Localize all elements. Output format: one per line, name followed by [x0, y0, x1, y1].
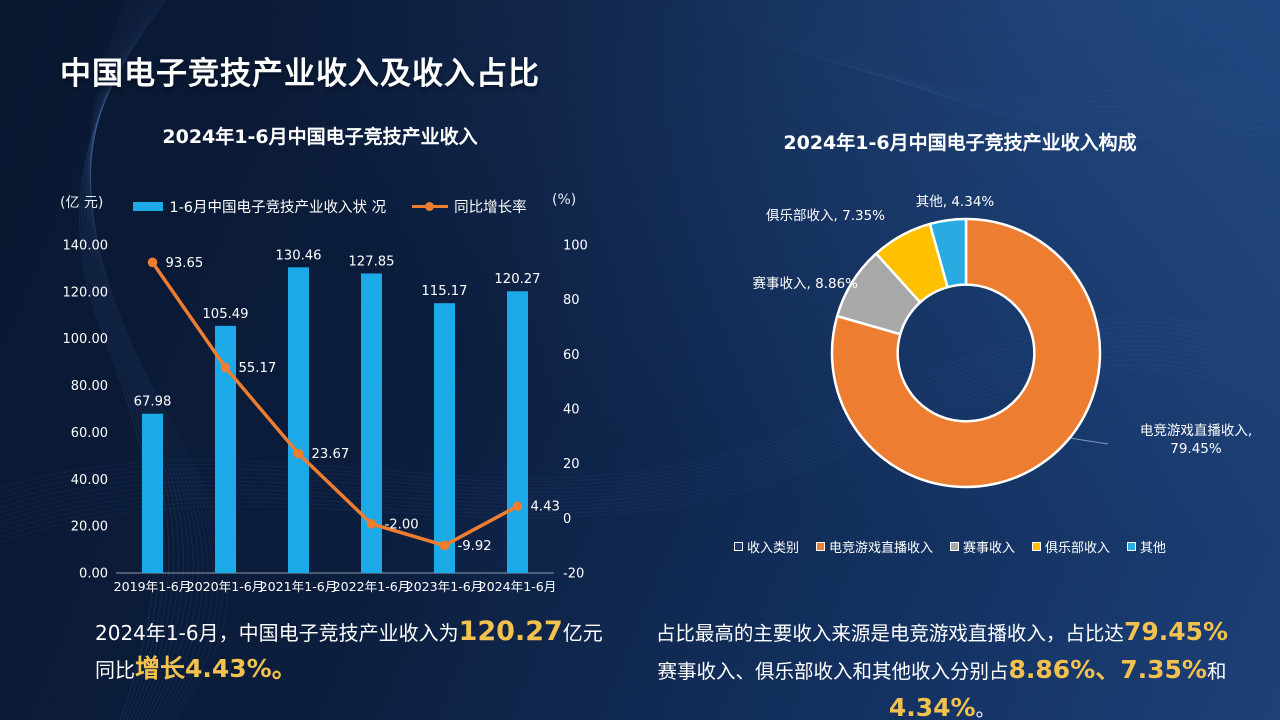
svg-text:2022年1-6月: 2022年1-6月 [333, 579, 411, 594]
svg-text:20.00: 20.00 [71, 520, 108, 535]
svg-text:40: 40 [563, 403, 580, 418]
donut-label-club: 俱乐部收入, 7.35% [766, 208, 885, 224]
line-point-2024年1-6月 [512, 501, 523, 512]
right-caption: 占比最高的主要收入来源是电竞游戏直播收入，占比达79.45% 赛事收入、俱乐部收… [618, 614, 1266, 720]
legend-item-clubs: 俱乐部收入 [1032, 537, 1110, 556]
legend-item-events: 赛事收入 [949, 537, 1015, 556]
svg-text:80: 80 [563, 293, 580, 308]
other-swatch-icon [1127, 542, 1137, 551]
svg-text:140.00: 140.00 [63, 239, 109, 254]
svg-text:100: 100 [563, 239, 588, 254]
donut-slice-电竞游戏直播收入 [830, 217, 1102, 489]
svg-text:-9.92: -9.92 [458, 539, 492, 554]
bar-series-swatch-icon [133, 202, 164, 211]
svg-text:127.85: 127.85 [348, 254, 394, 269]
growth-line: 93.65 55.17 23.67 -2.00 -9.92 4.43 [147, 256, 560, 554]
events-swatch-icon [949, 542, 959, 551]
svg-text:2024年1-6月: 2024年1-6月 [479, 579, 557, 594]
donut-label-live-stream: 电竞游戏直播收入, 79.45% [1112, 423, 1280, 458]
svg-text:120.00: 120.00 [63, 285, 109, 300]
legend-item-growth: 同比增长率 [412, 196, 527, 217]
bar-2022年1-6月 [361, 273, 382, 573]
live-stream-swatch-icon [815, 542, 825, 551]
svg-text:20: 20 [563, 457, 580, 472]
svg-text:-2.00: -2.00 [385, 517, 419, 532]
legend-item-growth-label: 同比增长率 [454, 200, 527, 216]
clubs-swatch-icon [1032, 542, 1041, 551]
svg-text:55.17: 55.17 [239, 361, 277, 376]
svg-text:60: 60 [563, 348, 580, 363]
x-axis-labels: 2019年1-6月2020年1-6月2021年1-6月2022年1-6月2023… [114, 579, 557, 594]
right-chart-title: 2024年1-6月中国电子竞技产业收入构成 [783, 132, 1137, 154]
legend-item-revenue: 1-6月中国电子竞技产业收入状 况 [133, 196, 386, 217]
donut-label-live-line1: 电竞游戏直播收入, [1139, 423, 1253, 439]
svg-text:105.49: 105.49 [202, 307, 248, 322]
line-point-2021年1-6月 [293, 448, 304, 459]
bar-2021年1-6月 [288, 267, 309, 573]
svg-text:0.00: 0.00 [79, 567, 108, 582]
right-axis-unit-label: (%) [552, 192, 577, 208]
line-point-2023年1-6月 [439, 540, 450, 551]
page-title: 中国电子竞技产业收入及收入占比 [60, 56, 540, 92]
svg-text:100.00: 100.00 [63, 332, 109, 347]
donut-label-event: 赛事收入, 8.86% [752, 276, 858, 292]
svg-text:130.46: 130.46 [275, 248, 321, 263]
left-chart-title: 2024年1-6月中国电子竞技产业收入 [162, 126, 478, 148]
bar-2023年1-6月 [434, 303, 455, 573]
donut-slice-其他 [928, 217, 968, 289]
donut-chart-legend: 收入类别 电竞游戏直播收入 赛事收入 俱乐部收入 其他 [640, 537, 1260, 556]
left-axis-unit-label: (亿 元) [60, 195, 104, 211]
svg-text:2023年1-6月: 2023年1-6月 [406, 579, 484, 594]
svg-text:67.98: 67.98 [134, 395, 172, 410]
bar-2024年1-6月 [507, 291, 528, 573]
donut-label-live-line2: 79.45% [1170, 440, 1222, 457]
left-caption-line1: 2024年1-6月，中国电子竞技产业收入为120.27亿元 [95, 616, 603, 647]
svg-text:23.67: 23.67 [312, 447, 350, 462]
right-caption-line2: 赛事收入、俱乐部收入和其他收入分别占8.86%、7.35%和4.34%。 [657, 655, 1227, 720]
svg-text:4.43: 4.43 [531, 500, 560, 515]
line-series-swatch-icon [412, 202, 449, 211]
svg-text:2021年1-6月: 2021年1-6月 [260, 579, 338, 594]
left-caption: 2024年1-6月，中国电子竞技产业收入为120.27亿元 同比增长4.43%。 [95, 614, 615, 688]
svg-text:115.17: 115.17 [421, 284, 467, 299]
donut-chart [830, 217, 1102, 489]
left-caption-line2: 同比增长4.43%。 [95, 654, 297, 683]
svg-text:80.00: 80.00 [71, 379, 108, 394]
svg-text:93.65: 93.65 [166, 256, 204, 271]
svg-text:60.00: 60.00 [71, 426, 108, 441]
legend-item-revenue-label: 1-6月中国电子竞技产业收入状 况 [169, 200, 387, 216]
category-swatch-icon [733, 542, 743, 551]
line-point-2022年1-6月 [366, 519, 377, 529]
svg-text:-20: -20 [563, 567, 584, 582]
line-point-2019年1-6月 [147, 257, 158, 268]
legend-item-live-stream: 电竞游戏直播收入 [815, 537, 933, 556]
bar-2019年1-6月 [142, 413, 163, 573]
svg-text:120.27: 120.27 [494, 272, 540, 287]
right-caption-line1: 占比最高的主要收入来源是电竞游戏直播收入，占比达79.45% [655, 617, 1229, 646]
bar-2020年1-6月 [215, 325, 236, 573]
svg-text:0: 0 [563, 512, 571, 527]
donut-label-other: 其他, 4.34% [915, 194, 995, 210]
svg-text:40.00: 40.00 [71, 473, 108, 488]
svg-text:2019年1-6月: 2019年1-6月 [114, 579, 192, 594]
line-point-2020年1-6月 [220, 362, 231, 373]
combo-chart-legend: 1-6月中国电子竞技产业收入状 况 同比增长率 [110, 196, 550, 217]
legend-item-other: 其他 [1127, 537, 1166, 556]
svg-text:2020年1-6月: 2020年1-6月 [187, 579, 265, 594]
axis-ticks: 0.00 20.00 40.00 60.00 80.00 100.00 120.00 140.… [63, 239, 588, 582]
legend-item-category: 收入类别 [733, 537, 799, 556]
combo-bar-line-chart: 0.00 20.00 40.00 60.00 80.00 100.00 120.00 140.… [63, 239, 588, 595]
revenue-bars: 67.98 105.49 130.46 127.85 115.17 120.27 [134, 248, 541, 573]
